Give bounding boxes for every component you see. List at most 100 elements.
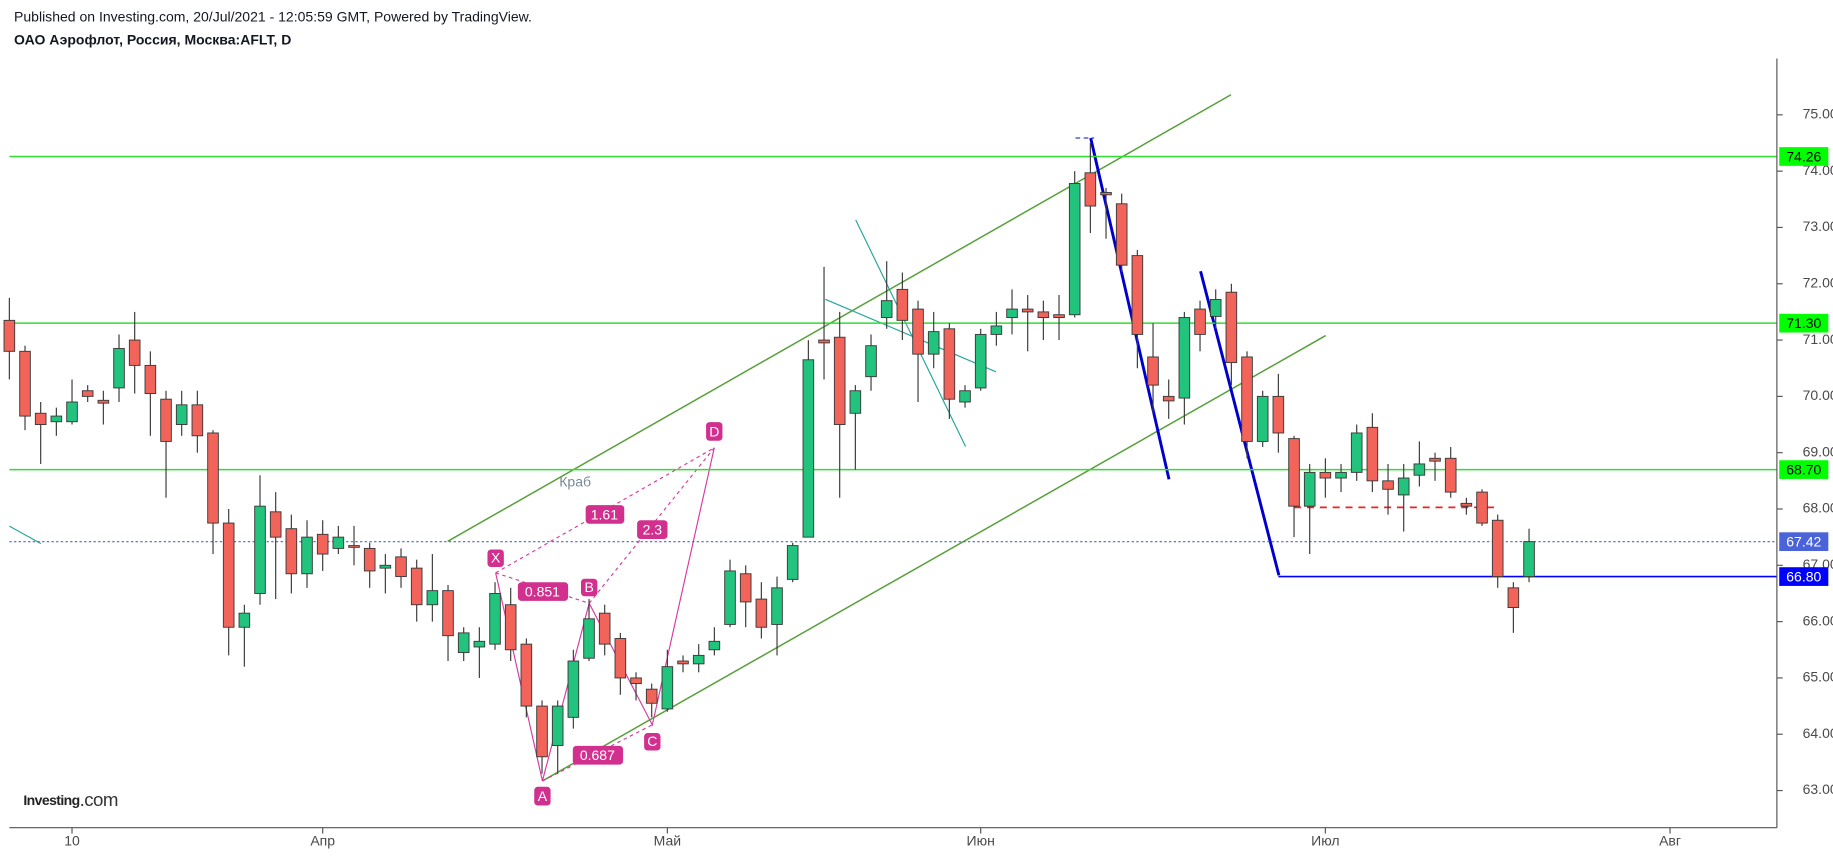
candle-body [1006,308,1018,319]
logo: Investing.com [23,789,117,810]
level-label: 74.26 [1786,148,1821,164]
point-label: C [647,733,657,749]
candle-body [66,401,78,423]
y-tick-label: 70.00 [1803,387,1833,403]
y-tick-label: 64.00 [1803,725,1833,741]
trend-line [825,298,997,373]
drawings [9,94,1499,782]
pattern-name: Краб [559,474,591,490]
logo-suffix: .com [80,789,118,810]
candle-body [865,345,877,378]
candle-body [990,325,1003,335]
pattern-labels: Краб X A B C D 1.61 2.3 0.851 0.687 [487,422,723,806]
candle-body [1194,308,1206,335]
blue-line [1089,137,1171,480]
trend-line [855,219,967,447]
candle-body [379,564,392,569]
candle-body [1523,541,1535,578]
candle-body [348,545,360,548]
candle-body [739,573,752,603]
x-tick-label: Июл [1311,832,1339,848]
y-tick-label: 68.00 [1803,500,1833,516]
candle-body [1272,395,1285,434]
candle-body [833,336,846,425]
candle-body [410,567,423,606]
candle-body [896,288,909,321]
candle-body [520,643,533,707]
candle-body [974,333,987,389]
candle-body [1366,426,1379,482]
candle-body [395,556,407,578]
candle-body [912,308,924,355]
candle-body [645,688,658,704]
candle-body [1319,471,1332,479]
candle-body [81,390,94,397]
candle-body [1491,519,1504,578]
candle-body [583,618,595,659]
candle-body [222,522,235,628]
candle-body [724,570,736,625]
candle-body [254,505,266,594]
candle-body [489,592,501,645]
candle-body [849,390,862,414]
x-tick-label: Авг [1659,832,1681,848]
candle-body [97,399,110,404]
point-label: B [584,579,593,595]
candle-body [1225,291,1238,364]
candle-body [786,545,799,580]
candle-body [567,660,580,718]
candle-body [1021,308,1034,313]
candle-body [1413,463,1426,476]
candle-body [1115,203,1128,266]
candle-body [426,590,439,606]
candle-body [943,328,956,400]
ratio-box [637,520,668,539]
candle-body [144,364,157,395]
candle-body [504,604,517,651]
x-tick-label: Июн [967,832,995,848]
candle-body [316,533,329,555]
candle-body [536,705,548,758]
candle-body [269,511,282,538]
candle-body [1288,438,1300,507]
ratio-label: 1.61 [591,506,618,522]
level-tag [1779,460,1829,479]
x-tick-label: Апр [310,832,335,848]
y-tick-label: 65.00 [1803,669,1833,685]
level-tag [1779,567,1829,586]
candle-body [301,536,313,575]
ratio-box [585,505,625,524]
candle-body [630,677,642,685]
candle-body [959,390,971,403]
candle-body [551,705,564,746]
candle-body [692,654,705,665]
symbol-title: ОАО Аэрофлот, Россия, Москва:AFLT, D [14,32,291,48]
candle-body [1100,192,1112,196]
candle-body [1178,317,1191,399]
level-label: 68.70 [1786,461,1821,477]
level-tag [1779,313,1829,333]
x-tick-label: Май [654,832,681,848]
candle-body [191,404,204,437]
candles [3,142,1535,774]
candle-body [1241,356,1253,442]
point-box [644,733,661,751]
candle-body [1335,471,1347,479]
level-tag [1779,532,1829,552]
candle-body [598,612,611,645]
candle-body [1476,491,1488,524]
logo-main: Investing [23,792,79,808]
candle-body [802,359,815,538]
candle-body [880,300,893,319]
level-tag [1779,147,1829,166]
candle-body [661,666,674,710]
trend-line [9,525,42,545]
candle-body [34,412,47,425]
candle-body [285,528,298,575]
candle-body [1397,477,1410,496]
ratio-label: 2.3 [643,521,663,537]
candle-body [175,404,188,425]
point-label: D [709,423,719,439]
y-tick-label: 66.00 [1803,612,1833,628]
